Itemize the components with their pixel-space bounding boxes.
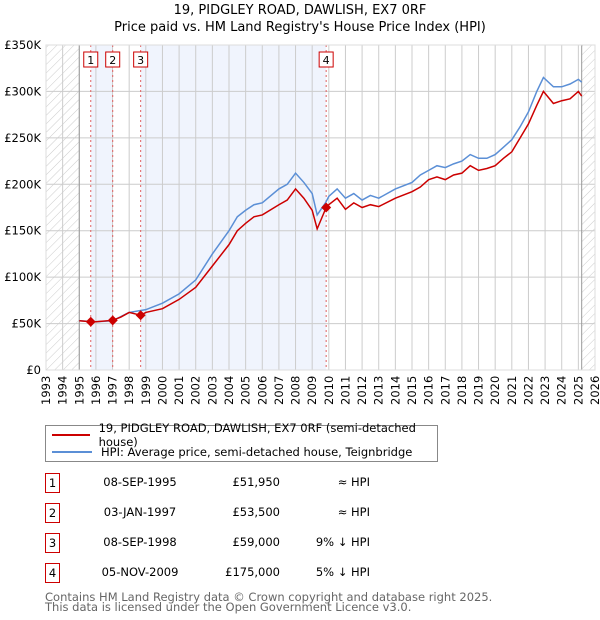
- x-tick-label: 2001: [172, 376, 186, 405]
- legend-swatch: [52, 451, 92, 453]
- x-tick-label: 2003: [205, 376, 219, 405]
- sale-marker-number: 4: [45, 563, 60, 583]
- sale-label: 1: [87, 54, 94, 67]
- legend-label: 19, PIDGLEY ROAD, DAWLISH, EX7 0RF (semi…: [98, 421, 416, 449]
- sale-point: [85, 316, 96, 327]
- x-tick-label: 2006: [255, 376, 269, 405]
- chart-subtitle: Price paid vs. HM Land Registry's House …: [114, 20, 486, 35]
- x-tick-label: 2004: [222, 376, 236, 405]
- sale-date: 08-SEP-1995: [103, 475, 177, 489]
- footer-copyright: Contains HM Land Registry data © Crown c…: [45, 590, 493, 604]
- sale-marker-number: 1: [45, 473, 60, 493]
- x-tick-label: 2011: [338, 376, 352, 405]
- sale-label-box: [83, 51, 99, 68]
- sale-date: 05-NOV-2009: [101, 565, 179, 579]
- legend-swatch: [52, 434, 90, 436]
- sale-price: £59,000: [232, 535, 280, 549]
- x-tick-label: 2025: [571, 376, 585, 405]
- plot-border: [45, 44, 596, 371]
- y-tick-label: £50K: [12, 317, 42, 331]
- x-tick-label: 2021: [505, 376, 519, 405]
- table-row: 2 03-JAN-1997 £53,500 ≈ HPI: [45, 503, 445, 523]
- table-row: 3 08-SEP-1998 £59,000 9% ↓ HPI: [45, 533, 445, 553]
- sale-label: 3: [137, 54, 144, 67]
- x-tick-label: 1995: [72, 376, 86, 405]
- sale-date: 08-SEP-1998: [103, 535, 177, 549]
- footer-licence: This data is licensed under the Open Gov…: [45, 600, 412, 614]
- x-tick-label: 2000: [155, 376, 169, 405]
- x-tick-label: 2020: [488, 376, 502, 405]
- x-tick-label: 1996: [89, 376, 103, 405]
- y-tick-label: £250K: [4, 131, 41, 145]
- sale-date: 03-JAN-1997: [103, 505, 177, 519]
- table-row: 4 05-NOV-2009 £175,000 5% ↓ HPI: [45, 563, 445, 583]
- sale-point: [135, 310, 146, 321]
- y-tick-label: £200K: [4, 177, 41, 191]
- price-paid-line: [79, 90, 583, 323]
- y-tick-label: £300K: [4, 84, 41, 98]
- x-tick-label: 2007: [272, 376, 286, 405]
- x-tick-label: 1997: [106, 376, 120, 405]
- sale-label: 2: [109, 54, 116, 67]
- sale-label: 4: [323, 54, 330, 67]
- x-tick-label: 2009: [305, 376, 319, 405]
- y-tick-label: £0: [26, 363, 41, 377]
- x-tick-label: 1998: [122, 376, 136, 405]
- table-row: 1 08-SEP-1995 £51,950 ≈ HPI: [45, 473, 445, 493]
- sale-label-box: [105, 51, 121, 68]
- sale-price: £175,000: [225, 565, 280, 579]
- sale-label-box: [318, 51, 334, 68]
- sale-marker-number: 3: [45, 533, 60, 553]
- x-tick-label: 2014: [388, 376, 402, 405]
- sale-point: [321, 202, 332, 213]
- x-tick-label: 1994: [56, 376, 70, 405]
- sale-price: £53,500: [232, 505, 280, 519]
- y-tick-label: £150K: [4, 224, 41, 238]
- y-tick-label: £350K: [4, 38, 41, 52]
- sale-hpi-compare: 5% ↓ HPI: [315, 565, 370, 579]
- x-tick-label: 2019: [472, 376, 486, 405]
- sale-label-box: [133, 51, 149, 68]
- x-tick-label: 2023: [538, 376, 552, 405]
- sale-price: £51,950: [232, 475, 280, 489]
- x-tick-label: 2013: [372, 376, 386, 405]
- x-tick-label: 2012: [355, 376, 369, 405]
- x-tick-label: 2024: [555, 376, 569, 405]
- shaded-band: [140, 45, 327, 370]
- x-tick-label: 2010: [322, 376, 336, 405]
- x-tick-label: 2018: [455, 376, 469, 405]
- sale-hpi-compare: ≈ HPI: [337, 475, 370, 489]
- no-data-hatch: [581, 45, 595, 370]
- x-tick-label: 2016: [422, 376, 436, 405]
- legend-label: HPI: Average price, semi-detached house,…: [101, 445, 413, 459]
- chart-title: 19, PIDGLEY ROAD, DAWLISH, EX7 0RF: [173, 3, 427, 18]
- sale-marker-number: 2: [45, 503, 60, 523]
- x-tick-label: 2002: [189, 376, 203, 405]
- x-tick-label: 2015: [405, 376, 419, 405]
- x-tick-label: 2022: [521, 376, 535, 405]
- legend: 19, PIDGLEY ROAD, DAWLISH, EX7 0RF (semi…: [45, 421, 438, 462]
- sale-hpi-compare: ≈ HPI: [337, 505, 370, 519]
- price-chart: 1993 1994 1995 1996 1997 1998 1999 2000 2001 2002…: [4, 38, 600, 405]
- sale-point: [107, 315, 118, 326]
- x-tick-label: 2017: [438, 376, 452, 405]
- x-tick-label: 1993: [39, 376, 53, 405]
- hpi-line: [79, 76, 583, 323]
- legend-item-property: 19, PIDGLEY ROAD, DAWLISH, EX7 0RF (semi…: [52, 421, 437, 449]
- sale-hpi-compare: 9% ↓ HPI: [315, 535, 370, 549]
- x-tick-label: 2005: [239, 376, 253, 405]
- x-tick-label: 2008: [289, 376, 303, 405]
- legend-item-hpi: HPI: Average price, semi-detached house,…: [52, 444, 412, 460]
- x-tick-label: 2026: [588, 376, 600, 405]
- x-tick-label: 1999: [139, 376, 153, 405]
- y-tick-label: £100K: [4, 270, 41, 284]
